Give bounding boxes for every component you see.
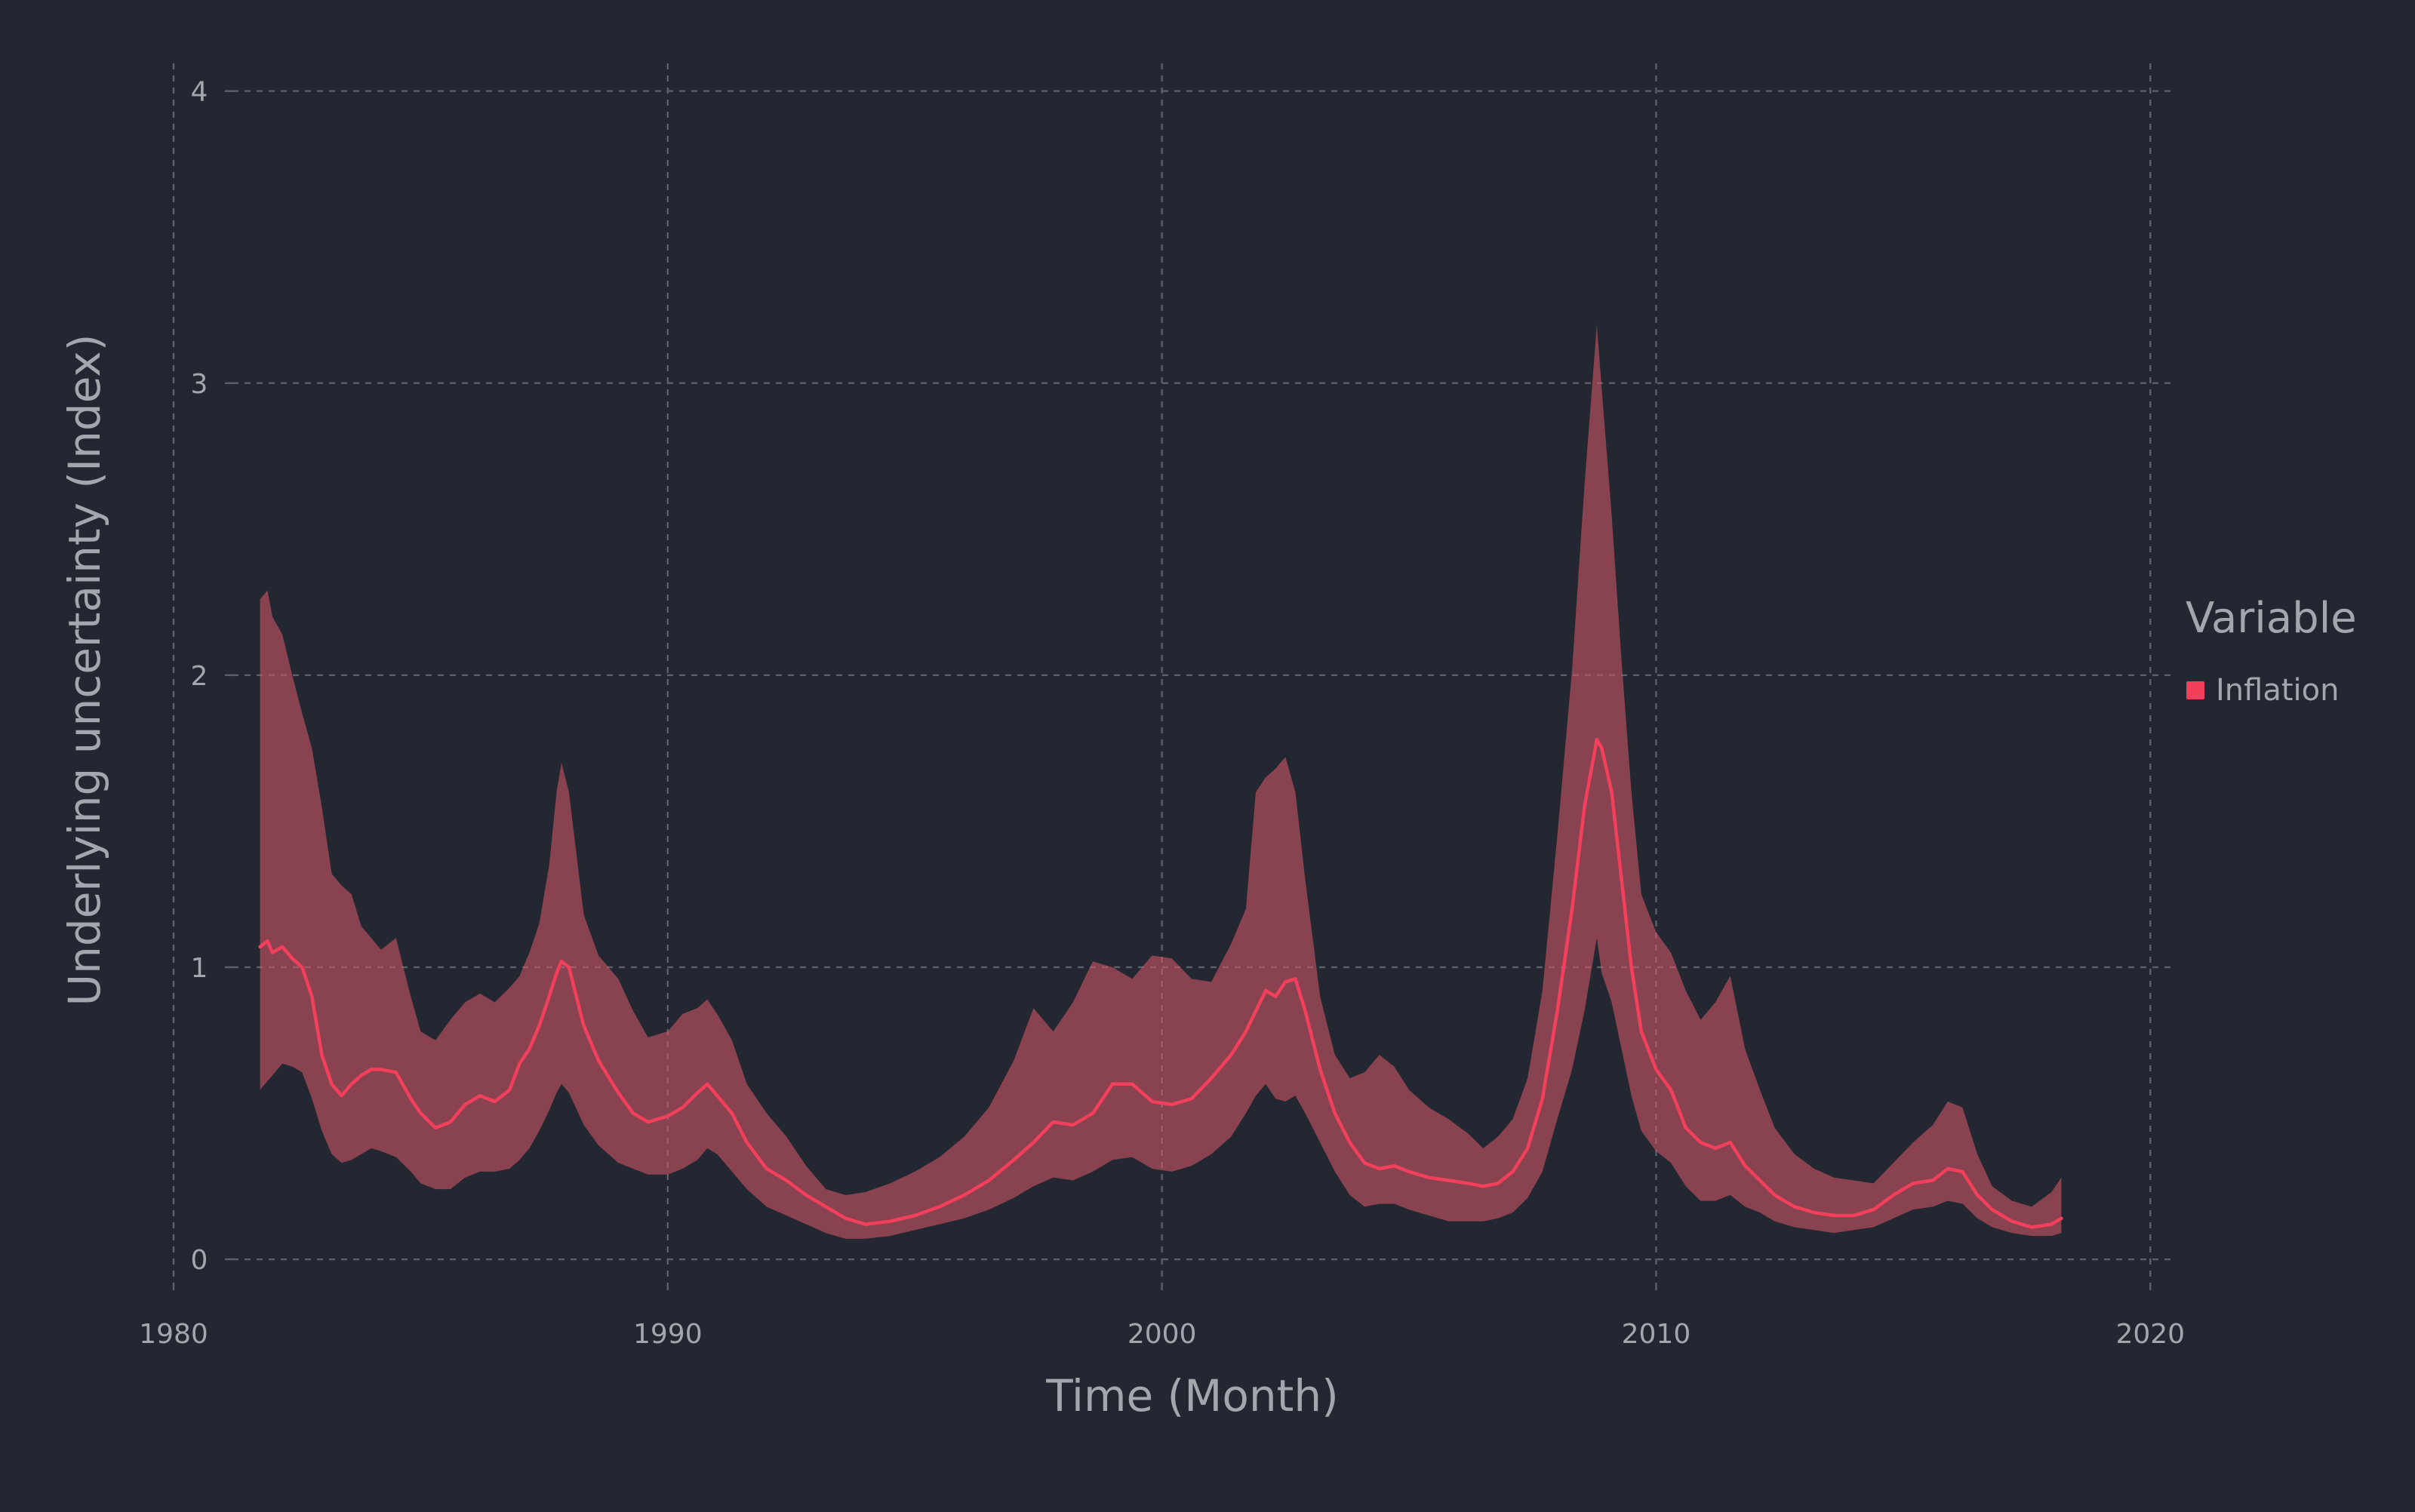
y-tick-label: 0 — [191, 1245, 208, 1276]
legend-label-inflation: Inflation — [2216, 673, 2339, 708]
legend-title: Variable — [2186, 594, 2357, 643]
legend-swatch-inflation — [2186, 681, 2204, 699]
band-layer — [260, 324, 2062, 1239]
x-tick-label: 1990 — [633, 1319, 703, 1350]
x-tick-label: 2020 — [2115, 1319, 2185, 1350]
series-line-inflation — [258, 737, 2063, 1229]
x-tick-label: 2000 — [1128, 1319, 1197, 1350]
legend: Variable Inflation — [2186, 594, 2357, 708]
y-axis-title: Underlying uncertainty (Index) — [59, 334, 110, 1006]
x-axis-title: Time (Month) — [1045, 1370, 1338, 1421]
y-tick-label: 2 — [191, 661, 208, 692]
uncertainty-band-inflation — [260, 324, 2062, 1239]
y-tick-label: 3 — [191, 369, 208, 400]
tick-layer: 0 1 2 3 4 1980 1990 2000 2010 2020 — [139, 77, 2185, 1350]
x-tick-label: 1980 — [139, 1319, 208, 1350]
y-tick-label: 4 — [191, 77, 208, 108]
y-tick-label: 1 — [191, 953, 208, 984]
line-layer — [258, 737, 2063, 1229]
x-tick-label: 2010 — [1622, 1319, 1691, 1350]
